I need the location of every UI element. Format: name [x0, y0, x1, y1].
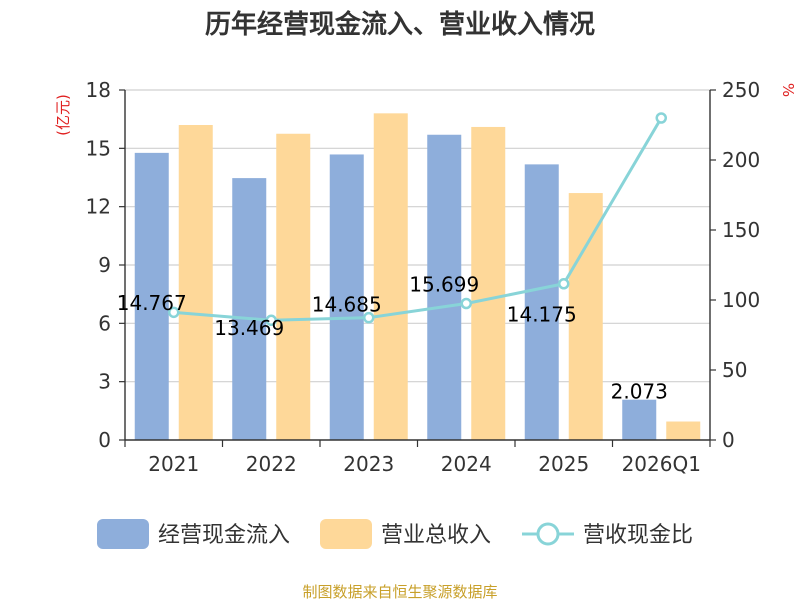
left-tick-label: 0 — [98, 428, 111, 452]
bar-value-label: 14.175 — [507, 302, 577, 326]
ratio-point — [168, 306, 180, 319]
left-axis-unit: (亿元) — [54, 94, 72, 136]
bar-cash-inflow — [524, 164, 559, 440]
legend-label-ratio: 营收现金比 — [583, 523, 693, 548]
ratio-point — [655, 112, 667, 124]
bar-cash-inflow — [232, 178, 267, 440]
bar-value-label: 14.685 — [312, 292, 382, 316]
chart-title: 历年经营现金流入、营业收入情况 — [205, 9, 595, 40]
ratio-point — [558, 278, 570, 290]
left-tick-label: 3 — [98, 370, 111, 394]
bar-revenue — [666, 421, 701, 440]
left-tick-label: 15 — [86, 136, 111, 160]
left-tick-label: 12 — [86, 195, 111, 219]
left-tick-label: 9 — [98, 253, 111, 277]
x-tick-label: 2021 — [148, 452, 199, 476]
bar-cash-inflow — [622, 399, 657, 440]
bar-revenue — [471, 126, 506, 440]
bar-value-label: 14.767 — [117, 291, 187, 315]
ratio-line — [168, 112, 667, 327]
ratio-point — [265, 314, 277, 327]
x-tick-label: 2024 — [441, 452, 492, 476]
x-tick-label: 2022 — [246, 452, 297, 476]
left-tick-label: 18 — [86, 78, 111, 102]
bar-value-label: 2.073 — [611, 380, 668, 404]
right-tick-label: 50 — [722, 358, 747, 382]
x-tick-label: 2026Q1 — [622, 452, 701, 476]
bar-value-label: 15.699 — [409, 273, 479, 297]
right-tick-label: 0 — [722, 428, 735, 452]
gridlines — [125, 89, 710, 383]
bar-revenue — [276, 133, 311, 440]
source-note: 制图数据来自恒生聚源数据库 — [302, 583, 497, 600]
legend: 经营现金流入 营业总收入 营收现金比 — [97, 519, 693, 549]
legend-swatch-revenue — [320, 519, 372, 549]
bar-cash-inflow — [329, 154, 364, 441]
data-labels: 14.767 13.469 14.685 15.699 14.175 2.073 — [117, 273, 668, 404]
axes: 0 3 6 9 12 15 18 0 50 100 150 200 250 2021 2022 2023 202… — [86, 78, 761, 476]
ratio-point — [460, 297, 472, 310]
legend-swatch-cash-inflow — [97, 519, 149, 549]
bar-cash-inflow — [427, 134, 462, 440]
ratio-point — [363, 311, 375, 324]
right-tick-label: 200 — [722, 148, 760, 172]
x-tick-label: 2023 — [343, 452, 394, 476]
bars — [134, 113, 701, 441]
bar-revenue — [373, 113, 408, 440]
legend-label-cash-inflow: 经营现金流入 — [158, 523, 290, 548]
right-tick-label: 100 — [722, 288, 760, 312]
right-axis-unit: % — [779, 83, 797, 97]
ratio-line-path — [173, 117, 663, 322]
right-tick-label: 150 — [722, 218, 760, 242]
legend-label-revenue: 营业总收入 — [381, 523, 491, 548]
bar-value-label: 13.469 — [214, 316, 284, 340]
left-tick-label: 6 — [98, 311, 111, 335]
bar-cash-inflow — [134, 152, 169, 440]
right-tick-label: 250 — [722, 78, 760, 102]
legend-marker-ratio — [536, 522, 560, 546]
x-tick-label: 2025 — [538, 452, 589, 476]
bar-revenue — [178, 125, 213, 440]
bar-revenue — [568, 193, 603, 440]
